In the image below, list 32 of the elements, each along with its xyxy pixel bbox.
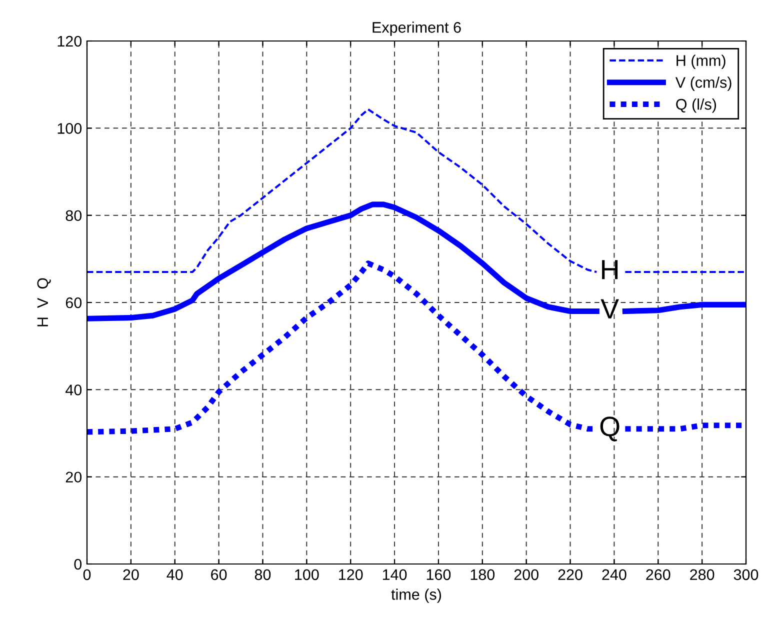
x-tick-label: 240 xyxy=(602,569,626,580)
x-tick-label: 180 xyxy=(470,569,495,580)
x-tick-label: 300 xyxy=(734,569,758,580)
annotation: Q xyxy=(600,416,620,442)
x-tick-label: 220 xyxy=(558,569,582,580)
x-tick-label: 60 xyxy=(211,569,227,580)
legend-label: Q (l/s) xyxy=(676,98,716,113)
y-tick-label: 80 xyxy=(66,210,82,222)
x-tick-label: 0 xyxy=(83,569,91,580)
x-tick-label: 160 xyxy=(426,569,451,580)
x-tick-label: 140 xyxy=(382,569,407,580)
x-tick-label: 100 xyxy=(295,569,319,580)
legend-label: V (cm/s) xyxy=(675,76,732,91)
x-tick-label: 260 xyxy=(646,569,670,580)
x-tick-label: 40 xyxy=(166,569,183,580)
y-tick-label: 0 xyxy=(74,558,82,570)
chart-title: Experiment 6 xyxy=(372,22,461,36)
x-axis-title: time (s) xyxy=(391,588,442,603)
y-tick-label: 20 xyxy=(66,472,82,483)
annotation: H xyxy=(602,260,618,280)
y-tick-label: 100 xyxy=(58,123,82,134)
x-tick-label: 80 xyxy=(254,569,271,580)
y-tick-label: 40 xyxy=(66,384,82,396)
x-tick-label: 280 xyxy=(690,569,714,580)
y-axis-title: H V Q xyxy=(37,278,51,326)
legend-label: H (mm) xyxy=(676,54,726,69)
annotation: V xyxy=(600,299,619,318)
x-tick-label: 120 xyxy=(339,569,363,580)
x-tick-label: 20 xyxy=(123,569,139,580)
y-tick-label: 120 xyxy=(58,36,82,47)
y-tick-label: 60 xyxy=(66,297,82,308)
x-tick-label: 200 xyxy=(514,569,538,580)
